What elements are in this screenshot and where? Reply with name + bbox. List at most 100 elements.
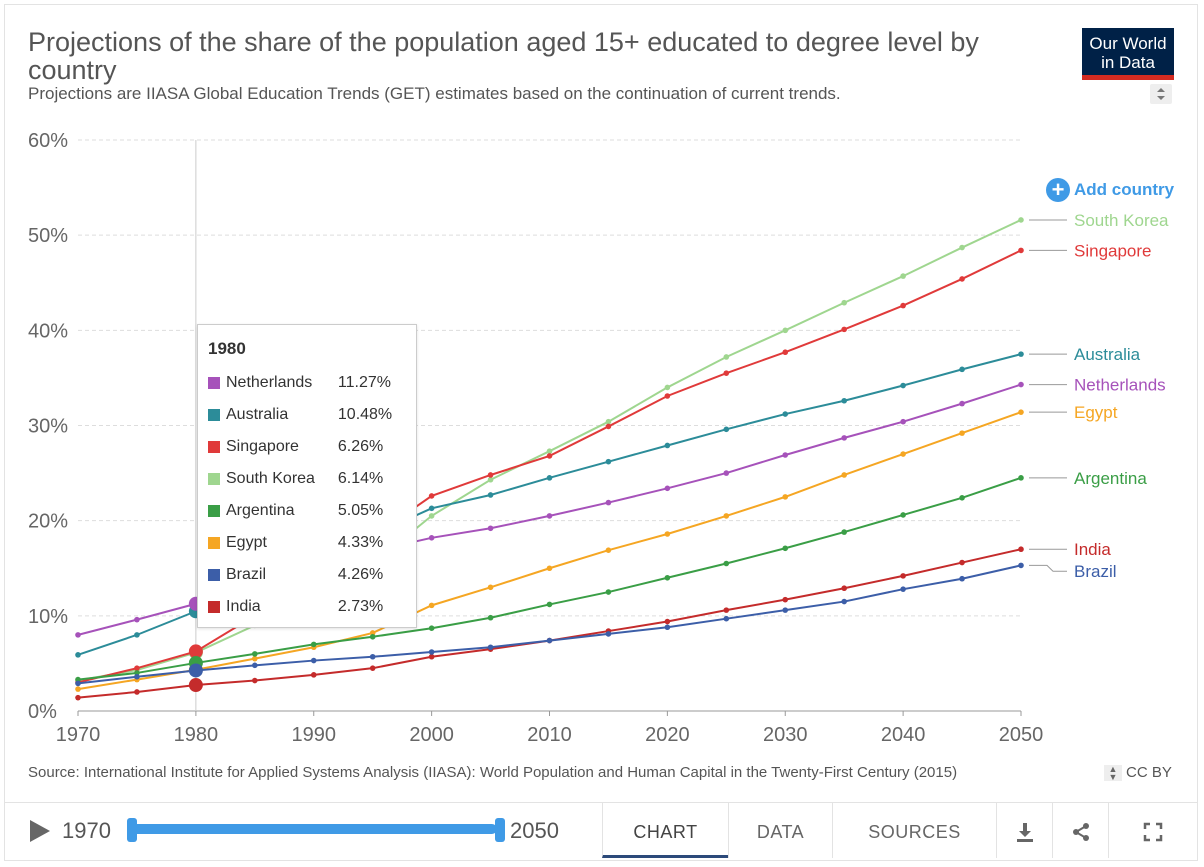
data-point [959,366,965,373]
data-point [546,453,553,459]
tab-sources[interactable]: SOURCES [832,803,996,858]
y-tick-label: 30% [28,416,68,438]
add-country-button[interactable]: + Add country [1046,178,1174,202]
tab-data[interactable]: DATA [728,803,832,858]
tooltip-row: Egypt 4.33% [208,527,406,559]
data-point [546,513,553,519]
data-point [605,423,612,430]
data-point [664,574,671,581]
series-end-label: Argentina [1074,469,1147,488]
data-point [841,299,847,306]
tooltip-value: 10.48% [337,406,393,423]
source-note: Source: International Institute for Appl… [28,764,958,781]
data-point [841,529,847,535]
tooltip-country: Australia [226,406,289,423]
tooltip-country: Brazil [226,566,267,583]
label-connector [1029,564,1067,572]
data-point [723,426,730,433]
x-tick-label: 2010 [527,724,572,746]
owid-logo[interactable]: Our World in Data [1082,28,1174,80]
data-point [605,589,612,595]
x-tick-label: 2000 [409,724,454,746]
data-point [605,547,612,553]
timeline-end-handle[interactable] [495,818,505,842]
data-point [664,618,671,625]
download-icon[interactable] [996,803,1052,858]
data-point [1018,409,1024,415]
data-point [134,673,140,680]
series-end-label: India [1074,540,1111,559]
data-point [959,400,965,407]
license-toggle[interactable]: ▲ ▼ CC BY [1104,764,1172,781]
data-point [841,598,847,605]
tooltip-row: Brazil 4.26% [208,559,406,591]
data-point [487,644,494,651]
data-point [959,430,965,436]
data-point [188,644,203,659]
data-point [546,565,553,572]
series-end-label: Australia [1074,345,1141,364]
data-point [252,651,258,657]
data-point [75,632,81,638]
tooltip-country: Netherlands [226,374,313,391]
data-point [723,470,730,476]
data-point [546,637,553,644]
tooltip-country: Argentina [226,502,295,519]
scroll-toggle-icon[interactable] [1150,84,1172,104]
series-end-label: Brazil [1074,562,1117,581]
data-point [841,397,847,404]
data-point [1018,546,1024,553]
tooltip-year: 1980 [208,339,246,358]
data-point [428,513,435,519]
play-icon[interactable] [30,820,50,842]
plus-icon: + [1046,178,1070,202]
data-point [252,655,258,662]
data-point [487,584,494,591]
timeline-start-year: 1970 [62,818,111,843]
tooltip-swatch [208,601,220,613]
data-point [841,435,847,441]
data-point [782,349,789,356]
data-point [900,418,906,425]
data-point [841,326,847,333]
data-point [487,472,494,478]
timeline-end-year: 2050 [510,818,559,843]
data-point [664,393,671,399]
share-icon[interactable] [1052,803,1108,858]
data-point [664,485,671,492]
timeline-slider[interactable] [129,824,497,834]
data-point [75,680,81,687]
data-point [900,586,906,592]
y-tick-label: 10% [28,606,68,628]
data-point [134,616,140,623]
data-point [664,442,671,449]
data-point [134,665,140,671]
y-tick-label: 60% [28,130,68,152]
tab-chart[interactable]: CHART [602,803,728,858]
data-point [664,531,671,537]
fullscreen-icon[interactable] [1108,803,1196,858]
data-point [75,686,81,692]
timeline-start-handle[interactable] [127,818,137,842]
add-country-label: Add country [1074,180,1175,199]
data-point [782,452,789,458]
data-point [959,559,965,566]
x-tick-label: 1990 [292,724,337,746]
y-tick-label: 40% [28,320,68,342]
data-point [188,663,203,678]
data-point [1018,475,1024,481]
series-end-label: Netherlands [1074,376,1166,395]
data-point [188,678,203,693]
data-point [959,244,965,251]
data-point [900,302,906,309]
x-tick-label: 2030 [763,724,808,746]
tooltip-country: India [226,598,261,615]
data-point [428,493,435,499]
tooltip-row: South Korea 6.14% [208,463,406,495]
y-tick-label: 20% [28,511,68,533]
expand-icon: ▲ ▼ [1104,764,1122,781]
data-point [134,689,140,695]
tooltip-swatch [208,537,220,549]
data-point [605,418,612,425]
tooltip-value: 2.73% [337,598,384,615]
